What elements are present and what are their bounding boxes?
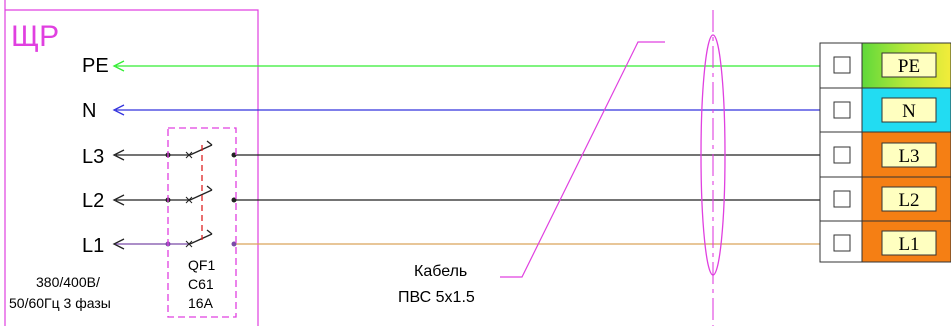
terminal-screw-pe [833,56,851,74]
cable-bundle-ellipse [700,34,726,276]
terminal-label-l2: L2 [898,190,919,211]
breaker-rating: 16A [188,295,214,311]
cable-leader [500,41,665,278]
terminal-block: PE N L3 L2 L1 [819,42,951,263]
terminal-screw-l3 [833,146,851,164]
wire-n [112,104,843,116]
cable-label-spec: ПВС 5х1.5 [398,289,475,306]
supply-frequency-label: 50/60Гц 3 фазы [9,295,111,311]
panel-frame [4,0,259,326]
panel-label-pe: PE [82,55,109,77]
terminal-label-l3: L3 [898,146,919,167]
wire-l2 [112,185,843,206]
supply-voltage-label: 380/400В/ [36,274,100,290]
wire-pe [112,60,843,72]
breaker-designation: QF1 [188,257,215,273]
terminal-screw-l2 [833,190,851,208]
terminal-label-n: N [902,101,916,122]
terminal-screw-l1 [833,234,851,252]
breaker-enclosure [167,127,237,318]
breaker-qf1: QF1 C61 16A [167,127,237,318]
panel-label-l3: L3 [82,146,104,168]
terminal-screw-n [833,101,851,119]
panel-label-n: N [82,100,96,122]
wire-l3 [112,140,843,161]
terminal-label-pe: PE [898,56,920,77]
wire-l1 [112,229,843,250]
panel-title: ЩР [11,20,59,53]
cable-label-name: Кабель [414,263,467,280]
panel-label-l2: L2 [82,190,104,212]
breaker-characteristic: C61 [188,276,214,292]
terminal-label-l1: L1 [898,234,919,255]
panel-label-l1: L1 [82,235,104,257]
